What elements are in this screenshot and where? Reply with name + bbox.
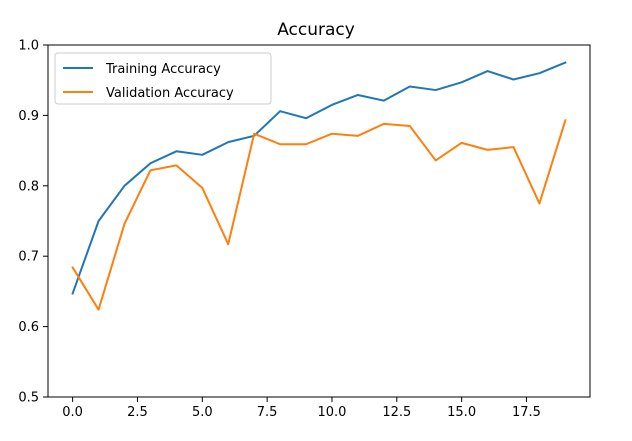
- x-tick-label: 15.0: [447, 405, 476, 420]
- series-line-1: [71, 61, 567, 295]
- x-tick-label: 12.5: [382, 405, 411, 420]
- chart-title: Accuracy: [277, 20, 355, 40]
- x-tick-label: 5.0: [192, 405, 213, 420]
- x-tick-label: 7.5: [257, 405, 278, 420]
- x-tick-label: 17.5: [512, 405, 541, 420]
- y-tick-label: 0.9: [18, 109, 39, 124]
- y-tick-label: 1.0: [18, 39, 39, 54]
- y-tick-label: 0.6: [18, 320, 39, 335]
- series-line-2: [71, 119, 567, 311]
- legend-label-2: Validation Accuracy: [106, 86, 234, 101]
- legend-label-1: Training Accuracy: [105, 62, 221, 77]
- legend: Training Accuracy Validation Accuracy: [54, 52, 272, 105]
- y-tick-label: 0.5: [18, 391, 39, 406]
- y-tick-label: 0.8: [18, 179, 39, 194]
- axes-frame: [47, 44, 591, 398]
- y-tick-label: 0.7: [18, 250, 39, 265]
- x-tick-label: 2.5: [127, 405, 148, 420]
- series-layer: [71, 61, 567, 311]
- x-tick-label: 10.0: [317, 405, 346, 420]
- axes-layer: 0.0 2.5 5.0 7.5 10.0 12.5 15.0 17.5 0.5 0.6 0.7 0.8…: [18, 39, 591, 420]
- legend-box: [54, 52, 272, 105]
- x-tick-label: 0.0: [62, 405, 83, 420]
